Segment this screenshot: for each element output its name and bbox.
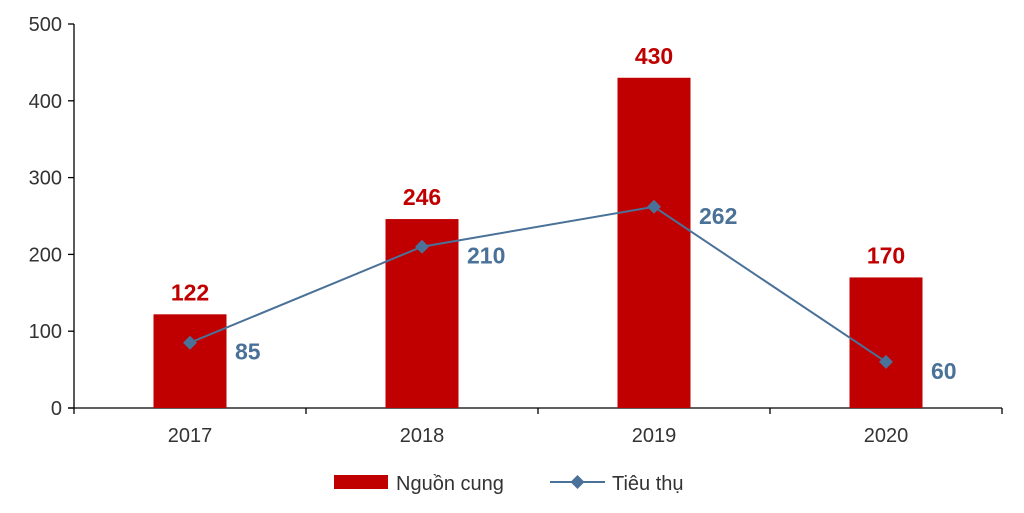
line-series bbox=[183, 199, 893, 369]
bar bbox=[617, 77, 691, 408]
legend-marker bbox=[570, 475, 585, 489]
y-tick-label: 100 bbox=[29, 321, 62, 343]
y-tick-label: 200 bbox=[29, 244, 62, 266]
bars bbox=[153, 77, 923, 408]
x-axis: 2017 2018 2019 2020 bbox=[68, 407, 1003, 447]
line-value-label: 85 bbox=[235, 339, 261, 365]
line-point bbox=[647, 199, 661, 214]
x-tick-label: 2018 bbox=[400, 425, 445, 447]
legend: Nguồn cung Tiêu thụ bbox=[334, 473, 684, 495]
series-line bbox=[189, 205, 887, 363]
y-tick-label: 300 bbox=[29, 168, 62, 190]
bar-value-label: 170 bbox=[867, 242, 905, 268]
line-value-label: 210 bbox=[467, 243, 505, 269]
x-tick-label: 2020 bbox=[864, 425, 909, 447]
line-value-label: 262 bbox=[699, 203, 737, 229]
bar-value-label: 246 bbox=[403, 184, 441, 210]
data-labels: 122 246 430 170 85 210 262 60 bbox=[171, 43, 957, 384]
x-tick-label: 2019 bbox=[632, 425, 677, 447]
y-tick-label: 0 bbox=[51, 398, 62, 420]
line-point bbox=[183, 335, 197, 350]
legend-label: Nguồn cung bbox=[396, 473, 504, 495]
bar bbox=[153, 314, 227, 408]
line-point bbox=[879, 354, 893, 369]
legend-swatch-bar bbox=[334, 475, 388, 489]
x-tick-label: 2017 bbox=[168, 425, 213, 447]
y-tick-label: 500 bbox=[29, 14, 62, 36]
bar-value-label: 430 bbox=[635, 43, 673, 69]
bar bbox=[849, 277, 923, 408]
y-tick-label: 400 bbox=[29, 91, 62, 113]
y-axis: 0 100 200 300 400 500 bbox=[29, 14, 75, 420]
bar-value-label: 122 bbox=[171, 279, 209, 305]
legend-label: Tiêu thụ bbox=[612, 473, 684, 495]
line-value-label: 60 bbox=[931, 358, 957, 384]
line-point bbox=[415, 239, 429, 254]
